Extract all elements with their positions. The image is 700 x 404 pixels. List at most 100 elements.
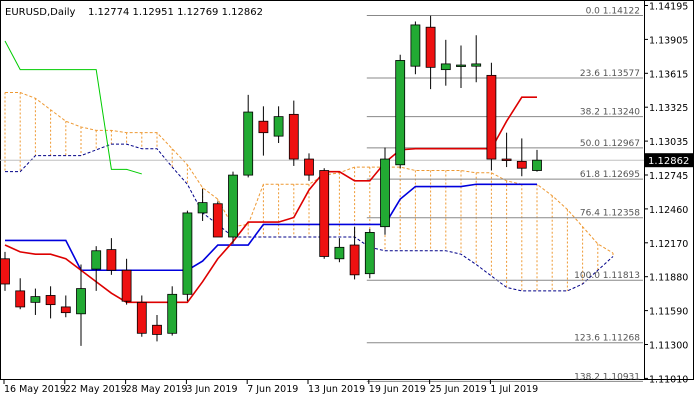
bullish-candle-body bbox=[456, 64, 466, 67]
candlestick bbox=[456, 45, 466, 88]
candlestick bbox=[516, 138, 527, 177]
bullish-candle-body bbox=[91, 250, 102, 270]
price-tick-label: 1.13035 bbox=[649, 137, 688, 148]
chart-ohlc-values: 1.12774 1.12951 1.12769 1.12862 bbox=[88, 7, 263, 18]
candlestick bbox=[152, 314, 162, 342]
candlestick bbox=[440, 39, 451, 86]
current-price-box bbox=[645, 153, 693, 168]
candlestick bbox=[91, 246, 102, 291]
time-tick-label: 13 Jun 2019 bbox=[308, 384, 365, 395]
candlestick bbox=[425, 15, 436, 90]
candlestick bbox=[167, 286, 178, 336]
candlestick bbox=[395, 54, 406, 169]
bearish-candle-body bbox=[425, 26, 436, 68]
bearish-candle-body bbox=[45, 295, 56, 306]
price-tick-label: 1.11590 bbox=[649, 307, 688, 318]
bullish-candle-body bbox=[440, 63, 451, 71]
chikou-span-line bbox=[4, 40, 142, 175]
candlestick bbox=[136, 295, 147, 337]
chart-symbol: EURUSD,Daily bbox=[5, 7, 76, 18]
candlestick bbox=[243, 94, 254, 178]
candlestick bbox=[532, 149, 542, 172]
candlestick bbox=[212, 201, 223, 238]
price-tick-label: 1.12460 bbox=[649, 205, 688, 216]
bullish-candle-body bbox=[182, 212, 193, 295]
senkou-span-b bbox=[5, 143, 614, 292]
candlesticks[interactable] bbox=[0, 15, 542, 346]
bearish-candle-body bbox=[288, 113, 299, 160]
fibonacci-levels: 0.0 1.14122 23.6 1.13577 38.2 1.13240 50.0 … bbox=[0, 7, 644, 382]
time-tick-label: 3 Jun 2019 bbox=[186, 384, 237, 395]
candlestick bbox=[106, 238, 117, 275]
candlestick bbox=[349, 226, 360, 280]
bearish-candle-body bbox=[319, 170, 330, 257]
candlestick bbox=[273, 106, 284, 143]
candlestick bbox=[410, 21, 421, 75]
time-tick-label: 16 May 2019 bbox=[4, 384, 66, 395]
price-tick-label: 1.13905 bbox=[649, 35, 688, 46]
kijun-sen-line bbox=[5, 183, 537, 272]
candlestick bbox=[304, 153, 314, 181]
candlestick bbox=[121, 258, 132, 305]
candlestick bbox=[15, 278, 26, 310]
bullish-candle-body bbox=[471, 63, 482, 67]
bearish-candle-body bbox=[121, 269, 132, 302]
candlestick bbox=[380, 147, 390, 235]
bearish-candle-body bbox=[0, 258, 10, 285]
bearish-candle-body bbox=[152, 324, 162, 335]
bearish-candle-body bbox=[516, 160, 527, 169]
candlestick bbox=[334, 238, 345, 263]
current-price-label: 1.12862 bbox=[648, 156, 689, 167]
bullish-candle-body bbox=[364, 232, 375, 275]
bearish-candle-body bbox=[15, 290, 26, 308]
candlestick bbox=[76, 264, 86, 346]
time-tick-label: 1 Jul 2019 bbox=[490, 384, 538, 395]
candlestick bbox=[486, 62, 497, 171]
candlestick bbox=[288, 100, 299, 166]
senkou-span-a bbox=[5, 92, 614, 254]
candlestick bbox=[30, 288, 41, 315]
candlestick bbox=[45, 286, 56, 319]
bullish-candle-body bbox=[167, 293, 178, 334]
bullish-candle-body bbox=[76, 288, 86, 315]
price-tick-label: 1.13615 bbox=[649, 69, 688, 80]
bearish-candle-body bbox=[501, 158, 512, 161]
time-tick-label: 7 Jun 2019 bbox=[247, 384, 298, 395]
bullish-candle-body bbox=[334, 246, 345, 260]
candlestick bbox=[0, 251, 10, 291]
time-tick-label: 28 May 2019 bbox=[126, 384, 188, 395]
bearish-candle-body bbox=[304, 158, 314, 176]
time-tick-label: 22 May 2019 bbox=[65, 384, 127, 395]
time-tick-label: 19 Jun 2019 bbox=[369, 384, 426, 395]
bullish-candle-body bbox=[273, 116, 284, 137]
fibonacci-label: 76.4 1.12358 bbox=[580, 209, 640, 219]
bullish-candle-body bbox=[30, 296, 41, 303]
fibonacci-label: 50.0 1.12967 bbox=[580, 139, 640, 149]
price-tick-label: 1.11880 bbox=[649, 273, 688, 284]
candlestick bbox=[197, 188, 208, 221]
price-tick-label: 1.13325 bbox=[649, 103, 688, 114]
bullish-candle-body bbox=[197, 202, 208, 214]
time-tick-label: 25 Jun 2019 bbox=[430, 384, 487, 395]
indicator-lines bbox=[4, 40, 537, 304]
price-axis: 1.14195 1.13905 1.13615 1.13325 1.13035 1.127… bbox=[644, 2, 688, 385]
bearish-candle-body bbox=[486, 74, 497, 160]
fibonacci-label: 138.2 1.10931 bbox=[574, 372, 640, 382]
candlestick bbox=[258, 106, 269, 156]
candlestick bbox=[501, 132, 512, 168]
price-tick-label: 1.14195 bbox=[649, 2, 688, 13]
bullish-candle-body bbox=[243, 111, 254, 176]
bearish-candle-body bbox=[212, 203, 223, 238]
bullish-candle-body bbox=[228, 174, 238, 238]
bullish-candle-body bbox=[395, 60, 406, 166]
candlestick bbox=[364, 228, 375, 279]
bearish-candle-body bbox=[136, 301, 147, 334]
fibonacci-label: 61.8 1.12695 bbox=[580, 170, 640, 180]
candlestick bbox=[60, 295, 71, 318]
bullish-candle-body bbox=[410, 24, 421, 67]
price-tick-label: 1.12745 bbox=[649, 171, 688, 182]
price-tick-label: 1.11300 bbox=[649, 341, 688, 352]
